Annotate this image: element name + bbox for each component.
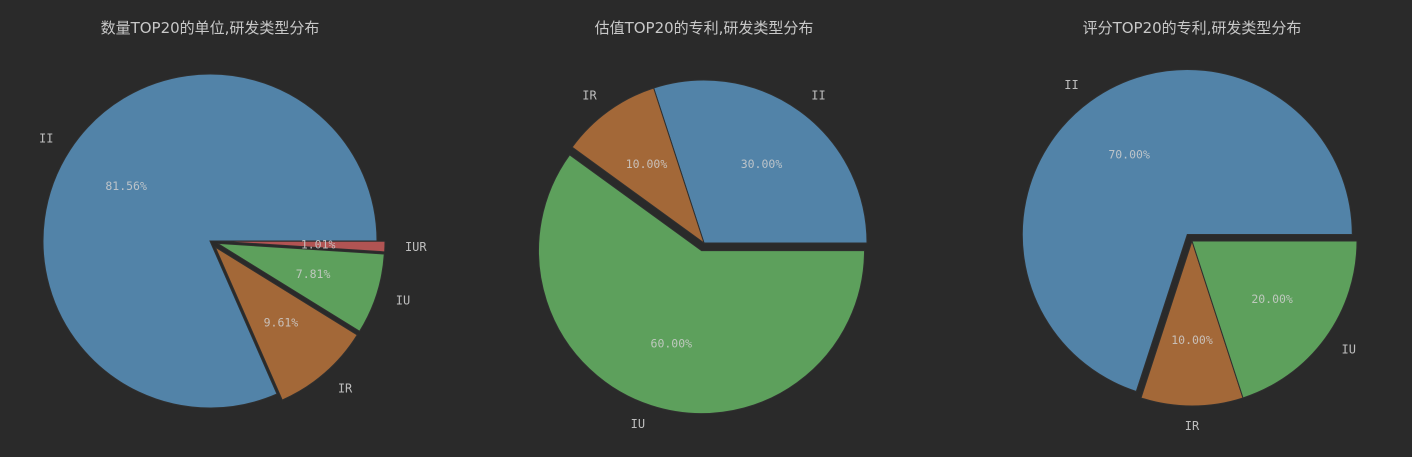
pie-chart-3: 评分TOP20的专利,研发类型分布 II 70.00% IR 10.00% IU 20.00… [1021,19,1358,433]
slice-percent-iu: 60.00% [651,337,693,351]
slice-label-iu: IU [1342,343,1356,357]
pie-slice-iur [217,240,386,253]
slice-label-ii: II [39,132,53,146]
slice-label-ir: IR [338,381,353,395]
pie-chart-1: 数量TOP20的单位,研发类型分布 II 81.56% IR 9.61% IU 7.81% I… [39,19,427,409]
slice-percent-ir: 10.00% [626,157,668,171]
pie-slice-iu [1191,240,1358,399]
slice-percent-ii: 30.00% [741,157,783,171]
slice-percent-ii: 81.56% [105,179,147,193]
slice-percent-iur: 1.01% [301,237,336,251]
pie-chart-2: 估值TOP20的专利,研发类型分布 II 30.00% IR 10.00% IU 60.00… [538,19,868,431]
slice-label-iu: IU [396,293,410,307]
slice-label-ir: IR [1185,419,1200,433]
slice-label-ir: IR [582,88,597,102]
pie-slice-iu [217,242,385,333]
pie-slice-ii [1021,69,1353,393]
slice-label-ii: II [1064,78,1078,92]
chart-title: 估值TOP20的专利,研发类型分布 [595,19,814,37]
pie-slice-ii [652,79,868,244]
pie-slice-iu [538,154,866,415]
slice-percent-iu: 7.81% [296,267,331,281]
slice-percent-iu: 20.00% [1251,292,1293,306]
slice-percent-ir: 9.61% [264,316,299,330]
pie-slice-ir [214,245,358,401]
pie-slice-ii [42,73,378,409]
chart-title: 评分TOP20的专利,研发类型分布 [1083,19,1302,37]
pie-slice-ir [571,87,705,245]
slice-label-iu: IU [631,417,645,431]
slice-percent-ii: 70.00% [1108,147,1150,161]
slice-percent-ir: 10.00% [1171,333,1213,347]
slice-label-iur: IUR [405,240,427,254]
pie-slice-ir [1140,239,1244,407]
slice-label-ii: II [811,88,825,102]
chart-title: 数量TOP20的单位,研发类型分布 [101,19,320,37]
